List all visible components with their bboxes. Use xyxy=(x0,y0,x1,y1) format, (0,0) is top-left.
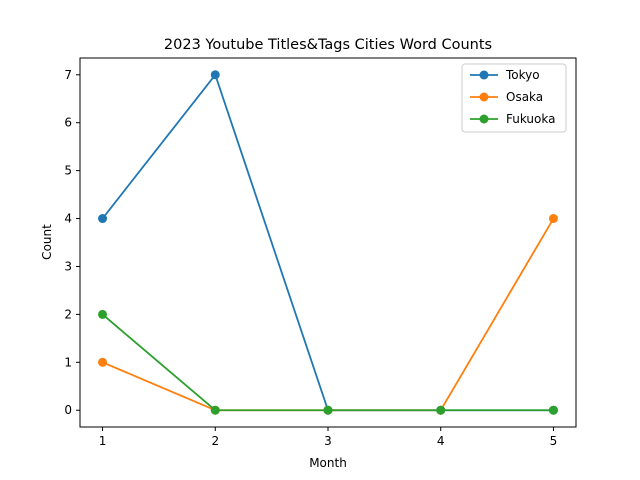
legend-item-osaka: Osaka xyxy=(470,90,543,104)
y-tick-label: 7 xyxy=(64,68,72,82)
data-point-fukuoka xyxy=(98,309,108,319)
legend-label-tokyo: Tokyo xyxy=(505,68,540,82)
y-axis-ticks: 0 1 2 3 4 5 6 7 xyxy=(64,68,80,417)
y-tick-label: 5 xyxy=(64,164,72,178)
x-axis-label: Month xyxy=(309,456,347,470)
data-point-fukuoka xyxy=(210,405,220,415)
legend-marker-tokyo xyxy=(479,70,489,80)
data-point-osaka xyxy=(98,357,108,367)
x-axis-ticks: 1 2 3 4 5 xyxy=(99,427,558,448)
data-point-fukuoka xyxy=(548,405,558,415)
x-tick-label: 4 xyxy=(437,434,445,448)
y-axis-label: Count xyxy=(40,224,54,260)
x-tick-label: 2 xyxy=(211,434,219,448)
legend-item-tokyo: Tokyo xyxy=(470,68,540,82)
y-tick-label: 4 xyxy=(64,212,72,226)
x-tick-label: 5 xyxy=(550,434,558,448)
legend-label-fukuoka: Fukuoka xyxy=(506,112,555,126)
legend-marker-fukuoka xyxy=(479,114,489,124)
data-point-tokyo xyxy=(98,214,108,224)
legend-label-osaka: Osaka xyxy=(506,90,543,104)
legend-marker-osaka xyxy=(479,92,489,102)
y-tick-label: 1 xyxy=(64,355,72,369)
y-tick-label: 6 xyxy=(64,116,72,130)
plot-frame xyxy=(79,57,577,428)
y-tick-label: 3 xyxy=(64,259,72,273)
series-fukuoka xyxy=(98,309,558,415)
legend: Tokyo Osaka Fukuoka xyxy=(461,63,567,133)
x-tick-label: 1 xyxy=(99,434,107,448)
data-point-osaka xyxy=(548,214,558,224)
y-tick-label: 0 xyxy=(64,403,72,417)
x-tick-label: 3 xyxy=(324,434,332,448)
data-point-fukuoka xyxy=(323,405,333,415)
data-point-tokyo xyxy=(210,70,220,80)
chart-title: 2023 Youtube Titles&Tags Cities Word Cou… xyxy=(164,37,492,53)
data-point-fukuoka xyxy=(436,405,446,415)
legend-item-fukuoka: Fukuoka xyxy=(470,112,555,126)
y-tick-label: 2 xyxy=(64,307,72,321)
series-layer xyxy=(98,70,558,415)
legend-box xyxy=(461,63,567,133)
